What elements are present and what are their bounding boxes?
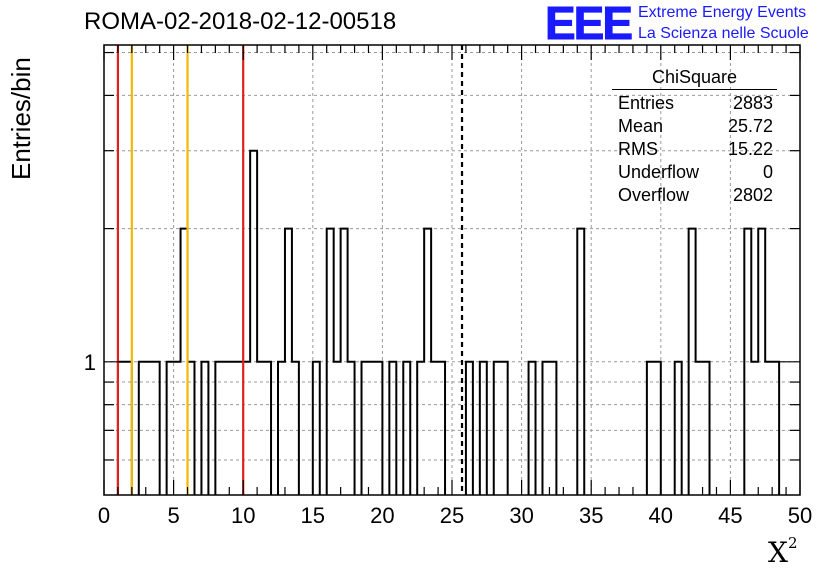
x-axis-label-sup: 2	[787, 533, 798, 552]
stats-row-entries: Entries 2883	[612, 92, 777, 115]
stats-label: Underflow	[618, 162, 700, 182]
x-tick-label: 30	[509, 503, 533, 528]
x-tick-label: 40	[649, 503, 673, 528]
stats-box: ChiSquare Entries 2883 Mean 25.72 RMS 15…	[612, 67, 777, 207]
x-tick-label: 45	[718, 503, 742, 528]
stats-row-mean: Mean 25.72	[612, 115, 777, 138]
histogram-outline	[116, 149, 781, 495]
stats-label: Entries	[618, 93, 675, 113]
x-tick-label: 35	[579, 503, 603, 528]
stats-label: Overflow	[618, 185, 690, 205]
stats-value: 15.22	[727, 139, 773, 159]
logo-text-line1: Extreme Energy Events	[638, 4, 807, 21]
stats-value: 2883	[732, 93, 773, 113]
stats-row-rms: RMS 15.22	[612, 138, 777, 161]
x-axis-label: X2	[768, 533, 798, 569]
stats-value: 25.72	[727, 116, 773, 136]
chart-title: ROMA-02-2018-02-12-00518	[84, 8, 397, 35]
x-tick-label: 5	[167, 503, 179, 528]
x-tick-label: 25	[440, 503, 464, 528]
eee-logo-mark: EEE	[544, 0, 633, 50]
y-tick-label: 1	[84, 350, 96, 375]
stats-row-underflow: Underflow 0	[612, 161, 777, 184]
stats-value: 0	[762, 162, 773, 182]
x-tick-label: 20	[370, 503, 394, 528]
x-tick-label: 0	[98, 503, 110, 528]
x-tick-label: 15	[301, 503, 325, 528]
x-tick-label: 50	[788, 503, 812, 528]
x-axis-label-base: X	[768, 536, 788, 569]
stats-row-overflow: Overflow 2802	[612, 184, 777, 207]
stats-label: RMS	[618, 139, 658, 159]
stats-label: Mean	[618, 116, 664, 136]
y-axis-label: Entries/bin	[6, 57, 36, 180]
logo-text-line2: La Scienza nelle Scuole	[638, 25, 809, 42]
x-tick-label: 10	[231, 503, 255, 528]
stats-box-title: ChiSquare	[612, 67, 777, 90]
stats-value: 2802	[732, 185, 773, 205]
